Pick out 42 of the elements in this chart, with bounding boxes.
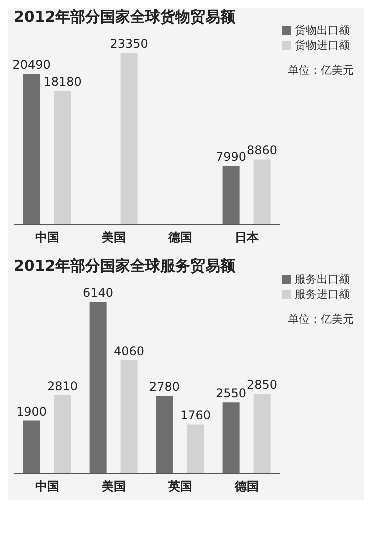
x-tick-label: 美国 bbox=[100, 230, 126, 245]
x-tick-label: 中国 bbox=[35, 480, 60, 494]
bar bbox=[90, 302, 107, 474]
x-tick-label: 美国 bbox=[100, 480, 126, 494]
bar bbox=[120, 360, 138, 474]
chart-title: 2012年部分国家全球货物贸易额 bbox=[14, 8, 236, 26]
data-label: 18180 bbox=[44, 75, 82, 90]
bar bbox=[187, 424, 204, 474]
data-label: 8860 bbox=[247, 144, 278, 158]
bar bbox=[23, 420, 40, 474]
x-tick-label: 英国 bbox=[167, 480, 192, 494]
bar bbox=[54, 91, 72, 225]
data-label: 1900 bbox=[16, 404, 48, 419]
data-label: 2810 bbox=[48, 379, 78, 394]
data-label: 2550 bbox=[216, 386, 247, 401]
data-label: 7990 bbox=[216, 150, 247, 164]
bar bbox=[23, 74, 40, 225]
text: 单位：亿美元 bbox=[288, 312, 354, 327]
data-label: 1760 bbox=[180, 408, 212, 423]
bar bbox=[156, 396, 174, 474]
data-label: 4060 bbox=[114, 344, 145, 358]
bar bbox=[222, 166, 240, 225]
data-label: 2780 bbox=[150, 380, 180, 394]
data-label: 2850 bbox=[247, 378, 278, 392]
chart-title: 2012年部分国家全球服务贸易额 bbox=[14, 257, 236, 275]
x-tick-label: 日本 bbox=[234, 230, 260, 245]
bar bbox=[222, 402, 240, 474]
legend-label: 货物进口额 bbox=[295, 39, 350, 52]
legend-label: 货物出口额 bbox=[295, 24, 350, 37]
legend-label: 服务出口额 bbox=[295, 273, 350, 286]
data-label: 20490 bbox=[12, 58, 51, 72]
x-tick-label: 中国 bbox=[35, 230, 60, 245]
legend-label: 服务进口额 bbox=[295, 288, 350, 301]
bar bbox=[254, 394, 271, 474]
bar bbox=[54, 395, 72, 474]
text: 单位：亿美元 bbox=[288, 63, 354, 78]
data-label: 23350 bbox=[110, 37, 148, 51]
x-tick-label: 德国 bbox=[167, 230, 192, 245]
x-tick-label: 德国 bbox=[234, 480, 259, 494]
bar bbox=[254, 160, 271, 225]
data-label: 6140 bbox=[83, 286, 114, 300]
bar bbox=[120, 53, 138, 225]
